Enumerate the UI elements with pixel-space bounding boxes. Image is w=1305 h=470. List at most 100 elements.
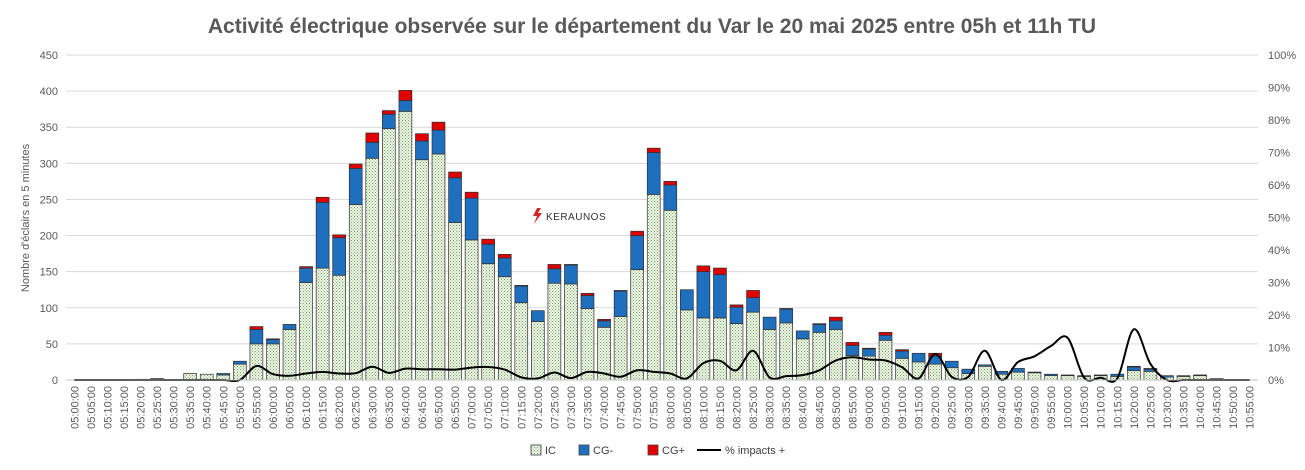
bar-ic: [1011, 371, 1025, 381]
x-tick-label: 07:35:00: [583, 386, 595, 429]
bar-ic: [398, 110, 413, 381]
bar-cg-minus: [464, 197, 479, 241]
bar-cg-minus: [398, 100, 413, 112]
bar-cg-minus: [762, 316, 777, 330]
x-tick-label: 06:35:00: [384, 386, 396, 429]
bar-cg-minus: [680, 289, 694, 311]
bar-cg-minus: [249, 329, 264, 345]
x-tick-label: 09:45:00: [1013, 386, 1025, 429]
bar-cg-minus: [1110, 373, 1125, 377]
bar-cg-plus: [564, 264, 578, 266]
x-tick-label: 09:50:00: [1030, 386, 1042, 429]
x-tick-label: 10:50:00: [1228, 386, 1240, 429]
x-tick-label: 06:50:00: [434, 386, 446, 429]
x-tick-label: 06:20:00: [334, 386, 346, 429]
bar-cg-minus: [1127, 366, 1141, 371]
bar-cg-plus: [481, 238, 495, 245]
y2-tick-label: 40%: [1268, 245, 1290, 257]
x-tick-label: 05:15:00: [119, 386, 131, 429]
x-tick-label: 08:30:00: [765, 386, 777, 429]
bar-cg-plus: [829, 316, 843, 322]
y-tick-label: 400: [40, 86, 58, 98]
x-tick-label: 06:15:00: [318, 386, 330, 429]
bar-cg-minus: [961, 368, 976, 374]
bar-cg-plus: [746, 290, 760, 299]
y2-tick-label: 10%: [1268, 343, 1290, 355]
bar-ic: [348, 204, 363, 381]
x-tick-label: 06:40:00: [400, 386, 412, 429]
legend-label-cg-plus: CG+: [662, 445, 685, 457]
bar-cg-plus: [713, 267, 727, 275]
x-tick-label: 05:40:00: [202, 386, 214, 429]
y-axis-ticks: 0 50 100 150 200 250 300 350 400 450: [40, 50, 58, 387]
x-tick-label: 08:45:00: [814, 386, 826, 429]
bar-cg-minus: [613, 290, 628, 317]
bar-cg-minus: [911, 352, 926, 363]
bar-cg-minus: [514, 285, 529, 304]
bar-cg-plus: [597, 318, 611, 322]
x-tick-label: 05:50:00: [235, 386, 247, 429]
x-tick-label: 08:50:00: [831, 386, 843, 429]
x-tick-label: 08:00:00: [665, 386, 677, 429]
x-tick-label: 05:20:00: [136, 386, 148, 429]
x-tick-label: 07:15:00: [516, 386, 528, 429]
x-tick-label: 09:40:00: [996, 386, 1008, 429]
x-tick-label: 10:55:00: [1245, 386, 1257, 429]
y2-tick-label: 60%: [1268, 180, 1290, 192]
bar-ic: [249, 343, 264, 381]
legend-swatch-cg-plus: [647, 444, 659, 456]
x-tick-label: 07:45:00: [616, 386, 628, 429]
bar-cg-plus: [878, 331, 893, 336]
x-tick-label: 10:15:00: [1112, 386, 1124, 429]
bar-cg-minus: [233, 360, 247, 365]
x-tick-label: 09:55:00: [1046, 386, 1058, 429]
x-tick-label: 10:20:00: [1129, 386, 1141, 429]
bar-cg-minus: [580, 295, 595, 309]
x-tick-label: 07:40:00: [599, 386, 611, 429]
bar-cg-plus: [779, 308, 793, 310]
x-tick-label: 09:30:00: [963, 386, 975, 429]
bar-cg-plus: [630, 230, 644, 236]
x-tick-label: 08:15:00: [715, 386, 727, 429]
bar-cg-minus: [630, 235, 644, 270]
x-tick-label: 10:10:00: [1096, 386, 1108, 429]
x-tick-label: 09:25:00: [947, 386, 959, 429]
bar-ic: [713, 317, 727, 381]
x-tick-label: 08:55:00: [847, 386, 859, 429]
x-tick-label: 10:35:00: [1179, 386, 1191, 429]
gridlines: [66, 54, 1258, 345]
x-tick-label: 10:25:00: [1145, 386, 1157, 429]
bar-ic: [845, 355, 860, 381]
x-tick-label: 08:35:00: [781, 386, 793, 429]
y-axis-label: Nombre d'éclairs en 5 minutes: [20, 143, 32, 292]
bar-cg-minus: [944, 360, 959, 369]
bar-ic: [448, 222, 462, 381]
bar-cg-plus: [580, 292, 595, 296]
bar-cg-plus: [415, 133, 429, 142]
y2-tick-label: 0%: [1268, 375, 1284, 387]
bar-ic: [1060, 375, 1075, 381]
bar-cg-minus: [448, 177, 462, 223]
bar-cg-minus: [1044, 373, 1058, 377]
bar-ic: [978, 365, 992, 381]
x-tick-label: 08:25:00: [748, 386, 760, 429]
chart-title: Activité électrique observée sur le dépa…: [208, 15, 1096, 38]
bar-ic: [282, 329, 297, 381]
bar-cg-minus: [1193, 374, 1207, 377]
bar-cg-minus: [746, 297, 760, 313]
x-tick-label: 05:05:00: [86, 386, 98, 429]
x-tick-label: 07:20:00: [533, 386, 545, 429]
bar-cg-minus: [266, 339, 280, 345]
bar-cg-plus: [448, 171, 462, 179]
bar-ic: [779, 322, 793, 381]
bar-cg-plus: [1143, 368, 1158, 370]
x-tick-label: 07:30:00: [566, 386, 578, 429]
bar-cg-minus: [348, 168, 363, 205]
bar-ic: [481, 263, 495, 381]
x-tick-label: 09:00:00: [864, 386, 876, 429]
bar-ic: [464, 239, 479, 381]
bar-cg-minus: [332, 237, 346, 276]
bar-ic: [514, 302, 529, 381]
x-tick-label: 07:05:00: [483, 386, 495, 429]
bar-cg-minus: [282, 324, 297, 330]
